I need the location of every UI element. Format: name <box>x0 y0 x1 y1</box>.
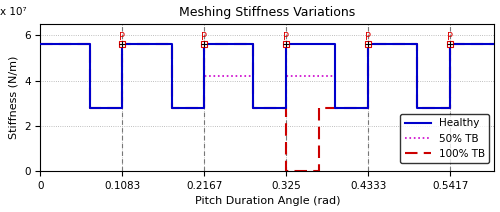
Y-axis label: Stiffness (N/m): Stiffness (N/m) <box>8 56 18 139</box>
Text: P: P <box>120 32 126 42</box>
Text: P: P <box>284 32 290 42</box>
Legend: Healthy, 50% TB, 100% TB: Healthy, 50% TB, 100% TB <box>400 114 489 163</box>
Text: P: P <box>447 32 453 42</box>
Text: x 10⁷: x 10⁷ <box>0 7 26 17</box>
X-axis label: Pitch Duration Angle (rad): Pitch Duration Angle (rad) <box>194 197 340 206</box>
Title: Meshing Stiffness Variations: Meshing Stiffness Variations <box>180 6 356 19</box>
Text: P: P <box>365 32 371 42</box>
Text: P: P <box>202 32 207 42</box>
